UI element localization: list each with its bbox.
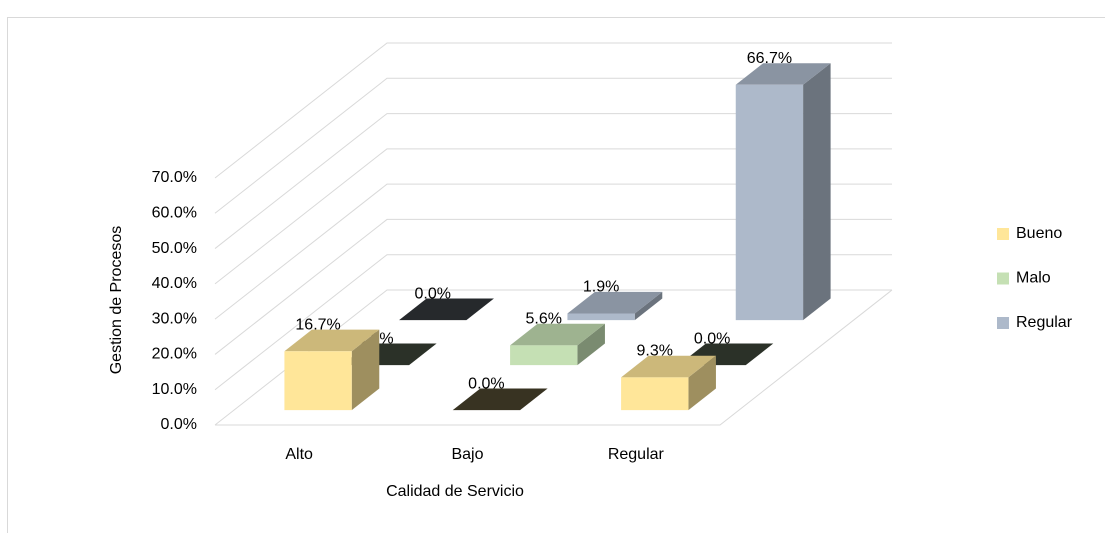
bar-side [577,323,605,366]
y-tick-label: 20.0% [152,346,197,363]
bar-side [688,355,716,411]
x-tick-label: Regular [608,446,665,463]
bar [284,329,380,411]
grid-line [214,77,892,214]
y-tick-label: 40.0% [152,275,197,292]
x-tick-label: Alto [285,446,313,463]
bar-top [510,323,605,346]
bar-side [634,291,663,321]
data-label: 9.3% [637,343,673,360]
grid-line [214,254,892,391]
legend-label: Regular [1016,314,1073,331]
floor-edge [215,289,893,426]
bar-side [803,63,831,321]
grid-line [214,218,892,355]
bar-top [621,355,716,378]
bar [735,63,831,321]
bar-top [735,63,831,85]
y-axis-title: Gestion de Procesos [108,226,125,375]
grid-line [214,289,892,426]
y-tick-label: 10.0% [152,381,197,398]
bar-top [284,329,380,352]
bar [567,291,663,321]
data-label: 66.7% [747,50,792,67]
legend-swatch [997,272,1009,285]
data-label: 1.9% [583,279,619,296]
data-label: 5.6% [526,311,562,328]
bar-top [399,298,494,321]
bar-front [284,351,352,411]
bar-front [567,313,635,321]
legend-label: Bueno [1016,225,1062,242]
x-axis-title: Calidad de Servicio [386,483,524,500]
data-label: 0.0% [415,285,451,302]
grid-line [214,113,892,249]
bar-front [621,377,689,411]
data-label: 16.7% [295,316,340,333]
grid-line [214,183,892,320]
data-label: 0.0% [694,330,730,347]
bar-side [351,329,380,411]
bar [452,388,548,411]
legend-swatch [997,228,1009,240]
y-tick-label: 70.0% [152,169,197,186]
bar-top [452,388,548,411]
bar [510,323,605,366]
y-tick-label: 30.0% [152,310,197,327]
bar-top [567,291,663,314]
x-tick-label: Bajo [451,446,483,463]
legend-swatch [997,317,1009,329]
bar [399,298,494,321]
grid-line [214,42,892,179]
bar-front [735,84,804,321]
data-label: 0.0% [468,375,504,392]
bar [621,355,716,411]
chart-border [7,17,1105,533]
y-tick-label: 0.0% [161,416,197,433]
grid-line [214,148,892,285]
y-tick-label: 60.0% [152,205,197,222]
y-tick-label: 50.0% [152,240,197,257]
bar-front [510,345,578,366]
legend-label: Malo [1016,270,1051,287]
